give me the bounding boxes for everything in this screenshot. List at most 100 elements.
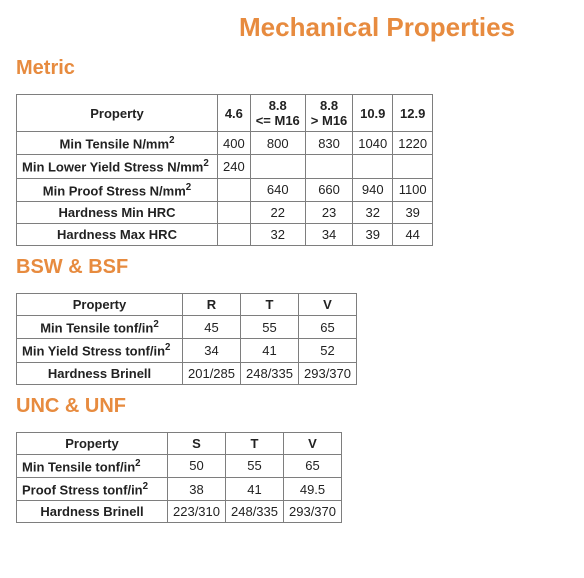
- unit-superscript: 2: [153, 319, 158, 330]
- table-cell: [305, 155, 353, 178]
- page-title: Mechanical Properties: [16, 12, 568, 43]
- table-row: Proof Stress tonf/in2384149.5: [17, 477, 342, 500]
- table-cell: 65: [299, 315, 357, 338]
- table-cell: 940: [353, 178, 393, 201]
- row-label: Hardness Max HRC: [17, 223, 218, 245]
- table-cell: 65: [284, 454, 342, 477]
- table-cell: 248/335: [226, 501, 284, 523]
- table-header-row: PropertyRTV: [17, 293, 357, 315]
- table-cell: 38: [168, 477, 226, 500]
- section-title-unc: UNC & UNF: [16, 395, 568, 418]
- bsw-table-body: Min Tensile tonf/in2455565Min Yield Stre…: [17, 315, 357, 384]
- table-cell: 49.5: [284, 477, 342, 500]
- table-cell: 39: [353, 223, 393, 245]
- row-label: Hardness Min HRC: [17, 201, 218, 223]
- row-label: Min Tensile tonf/in2: [17, 454, 168, 477]
- table-cell: 400: [218, 132, 251, 155]
- table-cell: 34: [305, 223, 353, 245]
- row-label: Proof Stress tonf/in2: [17, 477, 168, 500]
- table-cell: 1040: [353, 132, 393, 155]
- metric-table-head: Property4.68.8<= M168.8> M1610.912.9: [17, 95, 433, 132]
- column-header: T: [226, 432, 284, 454]
- table-header-row: Property4.68.8<= M168.8> M1610.912.9: [17, 95, 433, 132]
- row-label: Min Tensile tonf/in2: [17, 315, 183, 338]
- column-header-property: Property: [17, 95, 218, 132]
- table-row: Hardness Min HRC 22233239: [17, 201, 433, 223]
- column-header: V: [299, 293, 357, 315]
- row-label: Hardness Brinell: [17, 501, 168, 523]
- table-row: Min Tensile tonf/in2455565: [17, 315, 357, 338]
- metric-table: Property4.68.8<= M168.8> M1610.912.9 Min…: [16, 94, 433, 246]
- unc-table-body: Min Tensile tonf/in2505565Proof Stress t…: [17, 454, 342, 523]
- table-row: Min Yield Stress tonf/in2344152: [17, 339, 357, 362]
- table-cell: 44: [393, 223, 433, 245]
- table-cell: 293/370: [284, 501, 342, 523]
- table-cell: 34: [183, 339, 241, 362]
- unit-superscript: 2: [186, 182, 191, 193]
- table-row: Min Tensile N/mm240080083010401220: [17, 132, 433, 155]
- table-cell: 32: [353, 201, 393, 223]
- section-title-bsw: BSW & BSF: [16, 256, 568, 279]
- column-header: 4.6: [218, 95, 251, 132]
- table-row: Min Proof Stress N/mm2 6406609401100: [17, 178, 433, 201]
- column-header: S: [168, 432, 226, 454]
- table-cell: [250, 155, 305, 178]
- table-cell: 1220: [393, 132, 433, 155]
- table-cell: 39: [393, 201, 433, 223]
- table-cell: 800: [250, 132, 305, 155]
- column-header: T: [241, 293, 299, 315]
- table-cell: [393, 155, 433, 178]
- row-label: Min Yield Stress tonf/in2: [17, 339, 183, 362]
- table-cell: 22: [250, 201, 305, 223]
- table-cell: 248/335: [241, 362, 299, 384]
- table-cell: 23: [305, 201, 353, 223]
- section-title-metric: Metric: [16, 57, 568, 80]
- row-label: Hardness Brinell: [17, 362, 183, 384]
- unit-superscript: 2: [169, 135, 174, 146]
- table-cell: 223/310: [168, 501, 226, 523]
- row-label: Min Lower Yield Stress N/mm2: [17, 155, 218, 178]
- table-cell: 55: [226, 454, 284, 477]
- column-header-property: Property: [17, 432, 168, 454]
- column-header: 8.8<= M16: [250, 95, 305, 132]
- table-row: Min Lower Yield Stress N/mm2240: [17, 155, 433, 178]
- table-cell: 45: [183, 315, 241, 338]
- unit-superscript: 2: [143, 481, 148, 492]
- table-cell: 50: [168, 454, 226, 477]
- table-cell: 640: [250, 178, 305, 201]
- table-cell: [218, 201, 251, 223]
- column-header-property: Property: [17, 293, 183, 315]
- row-label: Min Tensile N/mm2: [17, 132, 218, 155]
- table-cell: [353, 155, 393, 178]
- table-cell: 660: [305, 178, 353, 201]
- table-cell: 240: [218, 155, 251, 178]
- row-label: Min Proof Stress N/mm2: [17, 178, 218, 201]
- table-row: Min Tensile tonf/in2505565: [17, 454, 342, 477]
- bsw-table-head: PropertyRTV: [17, 293, 357, 315]
- table-cell: 41: [226, 477, 284, 500]
- table-row: Hardness Brinell201/285248/335293/370: [17, 362, 357, 384]
- column-header: 8.8> M16: [305, 95, 353, 132]
- table-cell: [218, 178, 251, 201]
- unc-table-head: PropertySTV: [17, 432, 342, 454]
- table-cell: 52: [299, 339, 357, 362]
- unit-superscript: 2: [165, 342, 170, 353]
- table-row: Hardness Max HRC 32343944: [17, 223, 433, 245]
- table-cell: 830: [305, 132, 353, 155]
- unit-superscript: 2: [135, 458, 140, 469]
- column-header: V: [284, 432, 342, 454]
- bsw-table: PropertyRTV Min Tensile tonf/in2455565Mi…: [16, 293, 357, 385]
- table-row: Hardness Brinell223/310248/335293/370: [17, 501, 342, 523]
- table-cell: 201/285: [183, 362, 241, 384]
- table-cell: 55: [241, 315, 299, 338]
- table-cell: [218, 223, 251, 245]
- table-header-row: PropertySTV: [17, 432, 342, 454]
- column-header: R: [183, 293, 241, 315]
- unc-table: PropertySTV Min Tensile tonf/in2505565Pr…: [16, 432, 342, 524]
- table-cell: 1100: [393, 178, 433, 201]
- column-header: 10.9: [353, 95, 393, 132]
- table-cell: 41: [241, 339, 299, 362]
- metric-table-body: Min Tensile N/mm240080083010401220Min Lo…: [17, 132, 433, 246]
- column-header: 12.9: [393, 95, 433, 132]
- table-cell: 32: [250, 223, 305, 245]
